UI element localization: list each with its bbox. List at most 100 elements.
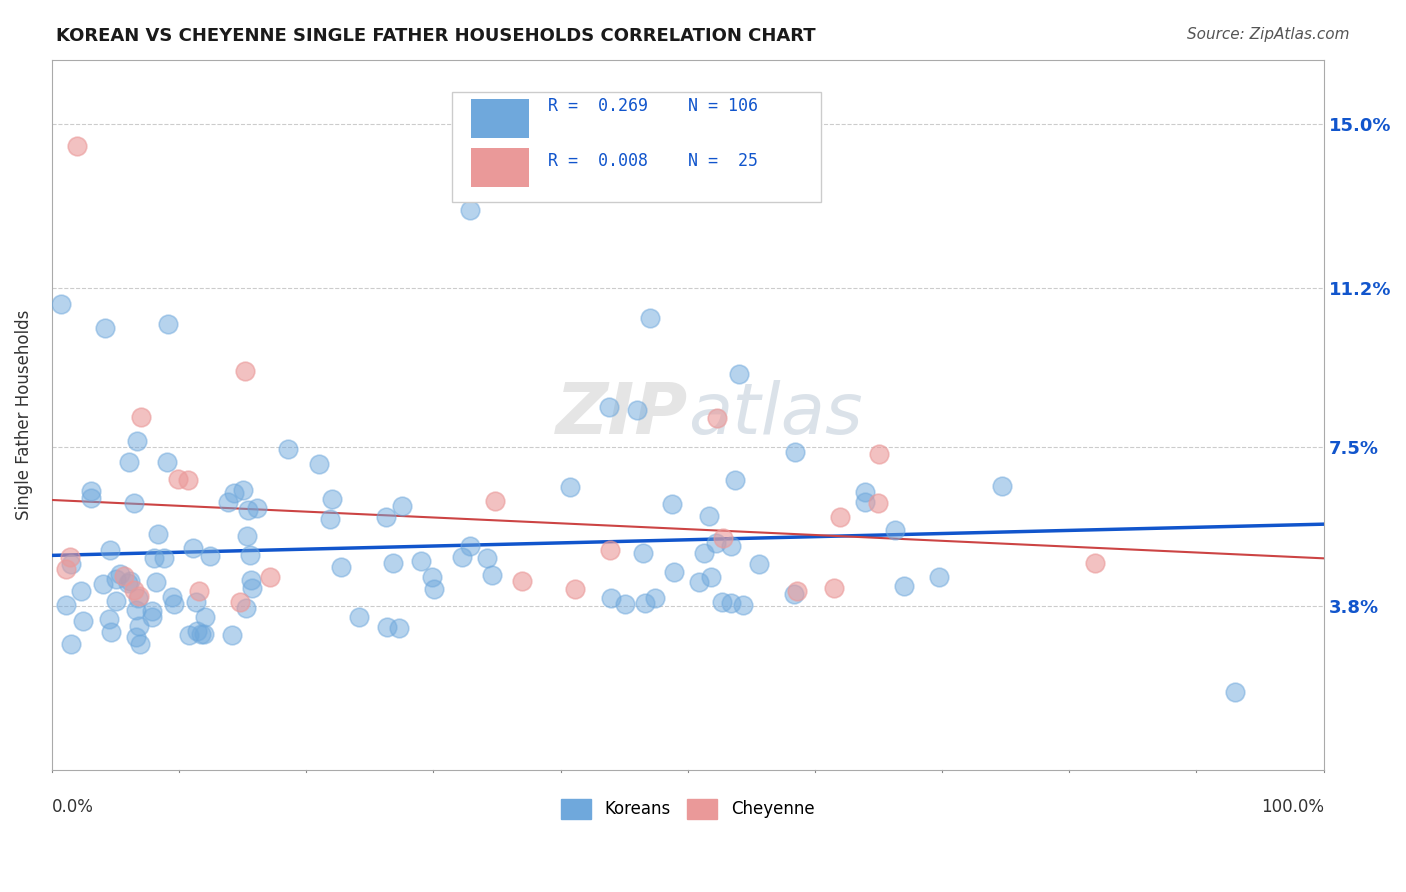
Point — [633, 546, 655, 560]
Point — [688, 574, 710, 589]
Point — [600, 591, 623, 605]
Point — [731, 598, 754, 612]
Point — [598, 401, 620, 415]
Point — [239, 548, 262, 562]
Point — [638, 310, 661, 325]
Point — [710, 595, 733, 609]
Point — [59, 637, 82, 651]
Point — [97, 612, 120, 626]
Point — [662, 565, 685, 579]
Point — [236, 529, 259, 543]
Point — [308, 457, 330, 471]
Point — [112, 569, 135, 583]
Point — [235, 601, 257, 615]
Point — [259, 569, 281, 583]
Point — [411, 554, 433, 568]
Text: 100.0%: 100.0% — [1261, 798, 1323, 816]
Point — [98, 543, 121, 558]
Point — [720, 596, 742, 610]
Point — [484, 494, 506, 508]
Point — [66, 138, 89, 153]
Point — [727, 367, 749, 381]
Point — [100, 625, 122, 640]
Point — [125, 630, 148, 644]
Point — [181, 541, 204, 556]
Point — [868, 448, 890, 462]
Point — [94, 321, 117, 335]
Point — [481, 568, 503, 582]
Point — [783, 587, 806, 601]
FancyBboxPatch shape — [453, 92, 821, 202]
Point — [125, 603, 148, 617]
Text: 0.0%: 0.0% — [52, 798, 94, 816]
Point — [55, 598, 77, 612]
Text: R =  0.269    N = 106: R = 0.269 N = 106 — [548, 96, 758, 115]
Point — [388, 621, 411, 635]
Point — [104, 594, 127, 608]
Point — [319, 512, 342, 526]
Point — [246, 500, 269, 515]
Point — [163, 598, 186, 612]
Text: atlas: atlas — [688, 380, 862, 450]
Point — [240, 573, 263, 587]
Point — [187, 584, 209, 599]
Point — [693, 546, 716, 560]
Point — [229, 595, 252, 609]
Point — [347, 609, 370, 624]
Point — [152, 550, 174, 565]
Point — [375, 620, 398, 634]
Point — [193, 627, 215, 641]
Point — [91, 577, 114, 591]
Point — [510, 574, 533, 589]
Point — [883, 524, 905, 538]
Point — [146, 527, 169, 541]
Point — [184, 595, 207, 609]
Point — [128, 619, 150, 633]
Point — [156, 317, 179, 331]
Point — [711, 531, 734, 545]
Point — [117, 575, 139, 590]
Text: KOREAN VS CHEYENNE SINGLE FATHER HOUSEHOLDS CORRELATION CHART: KOREAN VS CHEYENNE SINGLE FATHER HOUSEHO… — [56, 27, 815, 45]
Point — [141, 604, 163, 618]
Point — [786, 583, 808, 598]
Point — [221, 627, 243, 641]
Point — [240, 582, 263, 596]
Point — [700, 570, 723, 584]
Y-axis label: Single Father Households: Single Father Households — [15, 310, 32, 520]
Point — [238, 503, 260, 517]
Point — [706, 410, 728, 425]
Point — [141, 610, 163, 624]
Point — [177, 473, 200, 487]
Point — [179, 628, 201, 642]
Point — [190, 627, 212, 641]
Point — [231, 483, 253, 497]
Point — [853, 484, 876, 499]
Point — [186, 624, 208, 639]
Point — [194, 610, 217, 624]
Point — [626, 403, 648, 417]
Point — [661, 497, 683, 511]
Point — [1223, 685, 1246, 699]
Point — [70, 583, 93, 598]
Point — [55, 562, 77, 576]
Point — [785, 445, 807, 459]
Point — [599, 543, 621, 558]
Point — [723, 473, 745, 487]
Point — [198, 549, 221, 563]
Point — [720, 539, 742, 553]
Point — [321, 491, 343, 506]
Point — [644, 591, 666, 606]
Point — [156, 455, 179, 469]
Point — [420, 569, 443, 583]
Point — [160, 590, 183, 604]
Point — [277, 442, 299, 456]
Point — [853, 495, 876, 509]
Point — [748, 557, 770, 571]
Text: ZIP: ZIP — [555, 380, 688, 450]
Point — [60, 557, 83, 571]
Point — [1084, 557, 1107, 571]
Point — [422, 582, 444, 597]
Point — [143, 550, 166, 565]
Point — [458, 539, 481, 553]
Point — [990, 479, 1012, 493]
